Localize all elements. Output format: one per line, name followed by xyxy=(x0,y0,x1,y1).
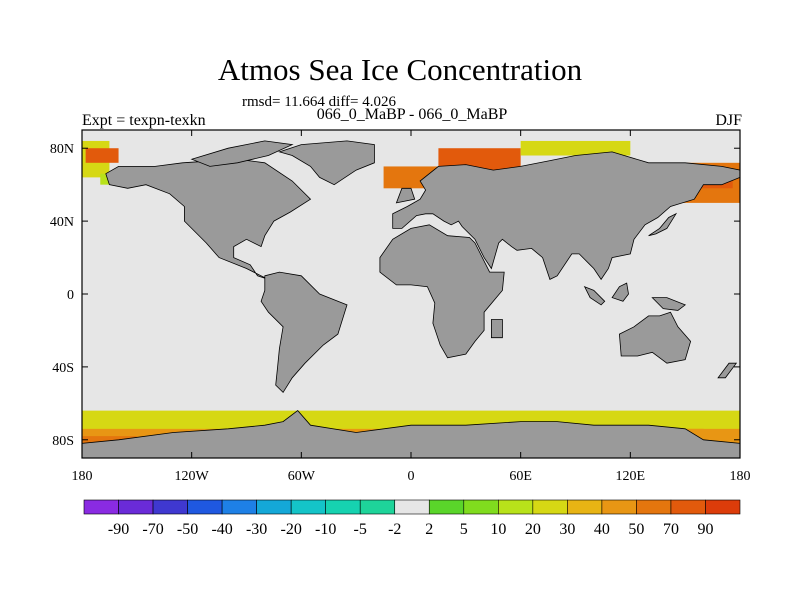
colorbar-box xyxy=(532,499,568,515)
colorbar-box xyxy=(567,499,603,515)
ice-region-arctic-north-pacific xyxy=(85,148,119,163)
colorbar-label: 30 xyxy=(559,521,575,538)
ice-region-arctic-siberian-shelf xyxy=(520,140,631,156)
land-madagascar xyxy=(491,319,503,339)
experiment-label: Expt = texpn-texkn xyxy=(82,112,206,129)
colorbar-label: -20 xyxy=(280,521,301,538)
land-sumatra xyxy=(583,285,606,306)
land-uk xyxy=(395,187,416,204)
land-greenland xyxy=(278,140,375,186)
colorbar-label: 2 xyxy=(425,521,433,538)
x-tick-label: 120W xyxy=(175,469,210,484)
colorbar-box xyxy=(359,499,396,515)
colorbar-box xyxy=(152,499,188,515)
land-africa xyxy=(379,224,505,359)
land-australia xyxy=(618,311,692,364)
land-north-america xyxy=(105,158,312,280)
ice-region-barents-kara xyxy=(438,148,521,171)
colorbar-label: 90 xyxy=(697,521,713,538)
colorbar-box xyxy=(498,499,534,515)
colorbar-label: -10 xyxy=(315,521,336,538)
colorbar-box xyxy=(187,499,223,515)
rmsd-diff-label: rmsd= 11.664 diff= 4.026 xyxy=(242,94,396,110)
y-tick-label: 80S xyxy=(52,434,74,449)
colorbar-label: -2 xyxy=(388,521,401,538)
colorbar-box xyxy=(325,499,361,515)
colorbar-label: 50 xyxy=(628,521,644,538)
x-tick-label: 180 xyxy=(730,469,751,484)
y-tick-label: 0 xyxy=(67,288,74,303)
colorbar-label: 40 xyxy=(594,521,610,538)
x-tick-label: 120E xyxy=(616,469,646,484)
run-comparison-label: 066_0_MaBP - 066_0_MaBP xyxy=(316,106,508,123)
colorbar-box xyxy=(394,499,430,515)
colorbar-label: -40 xyxy=(211,521,232,538)
land-south-america xyxy=(260,271,348,394)
colorbar-label: 10 xyxy=(490,521,506,538)
colorbar-box xyxy=(601,499,637,515)
land-eurasia xyxy=(392,151,741,281)
colorbar-box xyxy=(83,499,119,515)
x-tick-label: 180 xyxy=(72,469,93,484)
chart-title: Atmos Sea Ice Concentration xyxy=(217,52,583,87)
colorbar-box xyxy=(463,499,499,515)
colorbar-label: -30 xyxy=(246,521,267,538)
colorbar: -90 -70 -50 -40 -30 -20 -10 -5 -2 2 5 10 20 30 40 50 70 9… xyxy=(83,499,741,538)
colorbar-label: 70 xyxy=(663,521,679,538)
colorbar-label: -5 xyxy=(354,521,367,538)
x-tick-label: 60W xyxy=(288,469,316,484)
colorbar-box xyxy=(256,499,292,515)
colorbar-label: -90 xyxy=(108,521,129,538)
x-tick-label: 0 xyxy=(408,469,415,484)
colorbar-label: -70 xyxy=(142,521,163,538)
land-new-zealand xyxy=(717,362,738,379)
colorbar-box xyxy=(428,499,465,515)
colorbar-box xyxy=(705,499,741,515)
y-tick-label: 80N xyxy=(50,142,74,157)
colorbar-label: -50 xyxy=(177,521,198,538)
colorbar-box xyxy=(670,499,706,515)
x-tick-label: 60E xyxy=(509,469,532,484)
colorbar-box xyxy=(118,499,154,515)
land-antarctica xyxy=(81,410,741,459)
map-axes: 180 120W 60W 0 60E 120E 180 80N 40N 0 40S 80S xyxy=(50,129,751,484)
colorbar-label: 20 xyxy=(525,521,541,538)
y-tick-label: 40N xyxy=(50,215,74,230)
colorbar-box xyxy=(221,499,257,515)
colorbar-box xyxy=(290,499,326,515)
colorbar-label: 5 xyxy=(460,521,468,538)
land-masses xyxy=(81,140,741,459)
land-new-guinea xyxy=(651,297,687,311)
season-label: DJF xyxy=(715,112,742,129)
land-canadian-arctic-islands xyxy=(190,140,294,167)
land-japan xyxy=(648,212,678,237)
land-borneo xyxy=(611,282,629,302)
colorbar-box xyxy=(636,499,672,515)
y-tick-label: 40S xyxy=(52,361,74,376)
